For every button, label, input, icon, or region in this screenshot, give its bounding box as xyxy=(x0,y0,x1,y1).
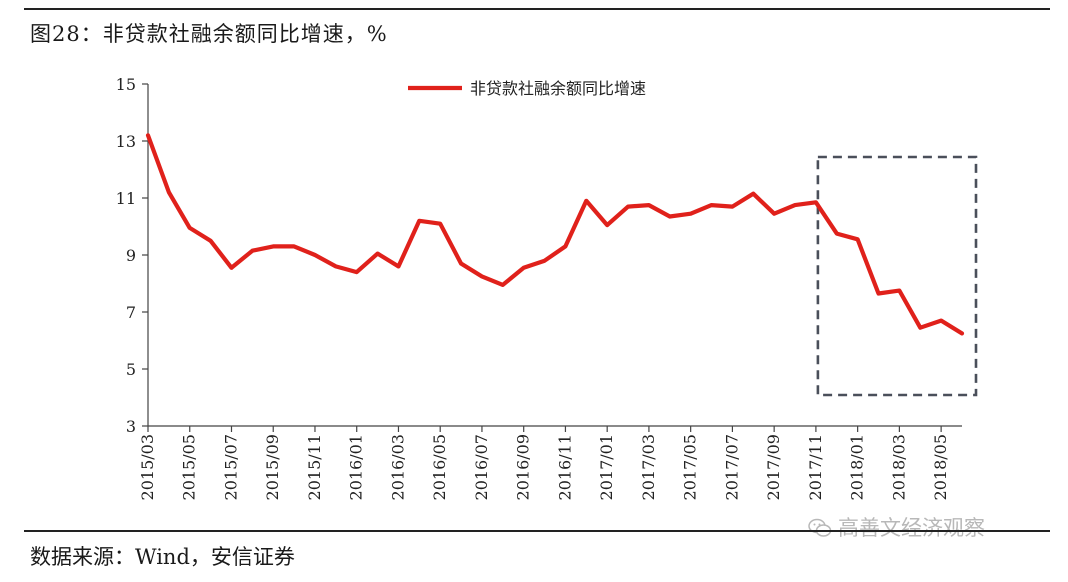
data-point xyxy=(626,205,630,208)
data-point xyxy=(835,232,838,235)
data-point xyxy=(376,252,379,255)
x-tick-label: 2017/11 xyxy=(806,434,825,500)
x-tick-label: 2015/05 xyxy=(180,434,199,500)
data-point xyxy=(397,265,400,268)
data-point xyxy=(772,212,776,215)
wechat-icon xyxy=(808,518,832,537)
data-point xyxy=(856,238,859,241)
chart-axes: 3 5 7 9 11 13 15 2015/03 2015/05 2015/07 2015/09 20… xyxy=(116,75,962,500)
data-point xyxy=(209,239,212,242)
data-point xyxy=(188,226,191,230)
data-point xyxy=(919,326,922,329)
data-point xyxy=(939,319,943,322)
x-tick-label: 2017/01 xyxy=(597,434,616,500)
data-point xyxy=(480,275,484,278)
y-tick-label: 5 xyxy=(126,360,136,379)
watermark-text: 高善文经济观察 xyxy=(838,516,985,540)
data-point xyxy=(522,266,525,270)
x-tick-label: 2018/03 xyxy=(889,434,908,500)
data-point xyxy=(418,219,421,222)
data-point xyxy=(877,292,880,295)
x-tick-label: 2015/11 xyxy=(305,434,324,500)
y-tick-label: 13 xyxy=(116,132,136,151)
data-point xyxy=(543,259,546,262)
data-point xyxy=(501,283,505,287)
x-tick-label: 2016/11 xyxy=(555,434,574,500)
data-point xyxy=(272,245,275,248)
data-point xyxy=(439,222,442,225)
data-point xyxy=(167,191,171,194)
data-point xyxy=(585,199,588,203)
data-point xyxy=(814,201,818,204)
data-point xyxy=(731,205,734,208)
y-tick-label: 3 xyxy=(126,417,136,436)
watermark: 高善文经济观察 xyxy=(808,512,985,542)
x-tick-label: 2017/07 xyxy=(722,434,741,500)
data-point xyxy=(898,289,901,292)
x-tick-label: 2016/03 xyxy=(388,434,407,500)
data-point xyxy=(689,212,692,215)
x-tick-label: 2015/09 xyxy=(263,434,282,500)
data-point xyxy=(710,203,713,207)
y-tick-label: 7 xyxy=(126,303,136,322)
data-point xyxy=(605,223,609,227)
x-tick-label: 2018/01 xyxy=(848,434,867,500)
bottom-rule xyxy=(24,530,1050,532)
y-tick-label: 15 xyxy=(116,75,136,94)
highlight-box xyxy=(816,155,978,397)
data-point xyxy=(564,245,567,248)
source-note: 数据来源：Wind，安信证券 xyxy=(30,545,295,569)
data-point xyxy=(334,265,338,268)
x-tick-label: 2017/09 xyxy=(764,434,783,500)
x-tick-label: 2017/03 xyxy=(639,434,658,500)
x-tick-label: 2016/09 xyxy=(514,434,533,500)
data-point xyxy=(752,192,755,195)
top-rule xyxy=(24,8,1050,10)
data-point xyxy=(960,332,964,335)
data-point xyxy=(230,266,233,270)
x-tick-label: 2016/07 xyxy=(472,434,491,500)
x-tick-label: 2018/05 xyxy=(931,434,950,500)
data-point xyxy=(459,262,463,265)
series-line xyxy=(145,133,965,336)
figure-title: 图28：非贷款社融余额同比增速，% xyxy=(30,22,388,46)
line-chart: 3 5 7 9 11 13 15 2015/03 2015/05 2015/07 2015/09 20… xyxy=(116,75,978,500)
data-point xyxy=(313,253,317,257)
y-tick-label: 11 xyxy=(116,189,136,208)
x-tick-label: 2017/05 xyxy=(681,434,700,500)
data-point xyxy=(668,215,671,218)
y-tick-label: 9 xyxy=(126,246,136,265)
data-point xyxy=(292,245,296,248)
legend-label: 非贷款社融余额同比增速 xyxy=(470,79,646,98)
x-tick-label: 2015/07 xyxy=(221,434,240,500)
data-point xyxy=(146,134,150,137)
x-tick-label: 2016/05 xyxy=(430,434,449,500)
x-tick-label: 2015/03 xyxy=(138,434,157,500)
highlight-box-rect xyxy=(816,155,978,397)
series-line-path xyxy=(145,133,965,336)
x-tick-label: 2016/01 xyxy=(347,434,366,500)
data-point xyxy=(251,249,254,252)
data-point xyxy=(793,203,797,207)
data-point xyxy=(647,203,651,207)
chart-legend: 非贷款社融余额同比增速 xyxy=(408,79,646,98)
data-point xyxy=(355,270,358,274)
